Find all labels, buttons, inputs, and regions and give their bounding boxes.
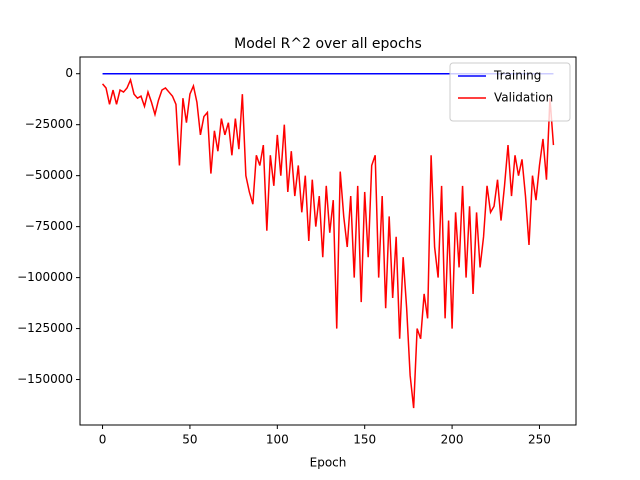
y-tick-label: −150000 (17, 372, 73, 386)
legend-label: Validation (494, 91, 553, 105)
x-tick-label: 250 (528, 433, 551, 447)
x-tick-label: 150 (353, 433, 376, 447)
x-tick-label: 50 (182, 433, 197, 447)
chart-title: Model R^2 over all epochs (234, 36, 422, 52)
x-tick-label: 0 (99, 433, 107, 447)
plot-frame (79, 56, 577, 426)
y-tick-label: −25000 (25, 117, 73, 131)
x-tick-label: 200 (441, 433, 464, 447)
x-axis-label: Epoch (310, 456, 347, 470)
legend-label: Training (493, 69, 541, 83)
x-tick-label: 100 (266, 433, 289, 447)
y-tick-label: 0 (65, 66, 73, 80)
y-tick-label: −75000 (25, 219, 73, 233)
legend-box (449, 62, 571, 122)
series-line (101, 77, 555, 409)
y-tick-label: −100000 (17, 270, 73, 284)
y-tick-label: −50000 (25, 168, 73, 182)
y-tick-label: −125000 (17, 321, 73, 335)
